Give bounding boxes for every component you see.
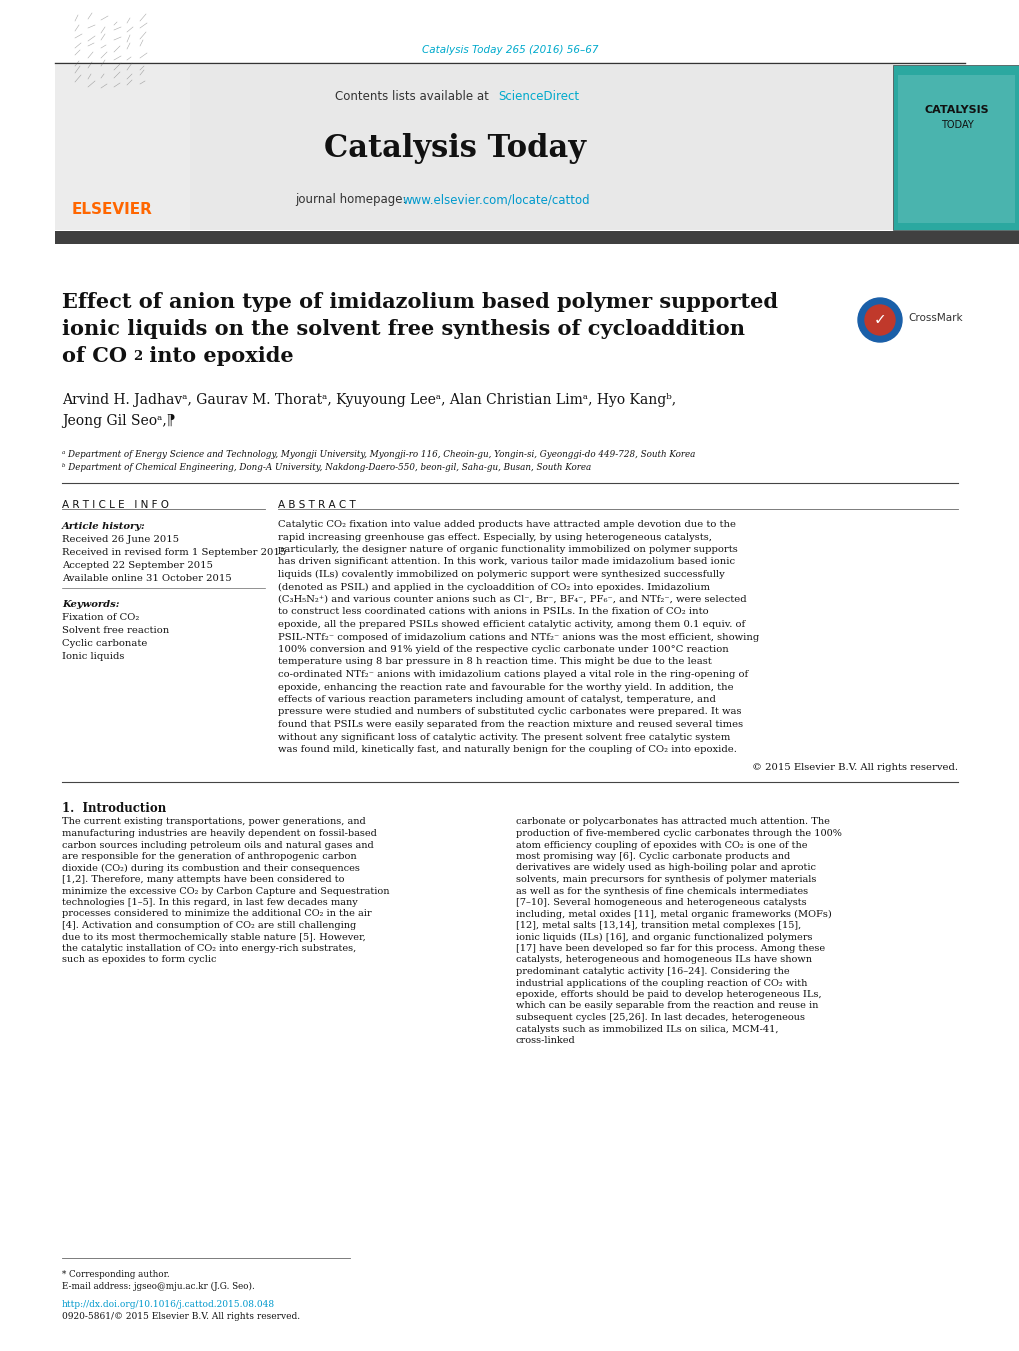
Text: Jeong Gil Seoᵃ,⁋: Jeong Gil Seoᵃ,⁋ — [62, 413, 175, 428]
Text: catalysts, heterogeneous and homogeneous ILs have shown: catalysts, heterogeneous and homogeneous… — [516, 955, 811, 965]
Text: ionic liquids (ILs) [16], and organic functionalized polymers: ionic liquids (ILs) [16], and organic fu… — [516, 932, 812, 942]
Text: into epoxide: into epoxide — [142, 346, 293, 366]
Text: are responsible for the generation of anthropogenic carbon: are responsible for the generation of an… — [62, 852, 357, 861]
Bar — [897, 76, 1014, 223]
Text: subsequent cycles [25,26]. In last decades, heterogeneous: subsequent cycles [25,26]. In last decad… — [516, 1013, 804, 1021]
Text: rapid increasing greenhouse gas effect. Especially, by using heterogeneous catal: rapid increasing greenhouse gas effect. … — [278, 532, 711, 542]
Text: * Corresponding author.: * Corresponding author. — [62, 1270, 169, 1279]
Text: ionic liquids on the solvent free synthesis of cycloaddition: ionic liquids on the solvent free synthe… — [62, 319, 744, 339]
Text: epoxide, efforts should be paid to develop heterogeneous ILs,: epoxide, efforts should be paid to devel… — [516, 990, 821, 998]
Text: due to its most thermochemically stable nature [5]. However,: due to its most thermochemically stable … — [62, 932, 366, 942]
Text: pressure were studied and numbers of substituted cyclic carbonates were prepared: pressure were studied and numbers of sub… — [278, 708, 741, 716]
Text: as well as for the synthesis of fine chemicals intermediates: as well as for the synthesis of fine che… — [516, 886, 807, 896]
Text: [4]. Activation and consumption of CO₂ are still challenging: [4]. Activation and consumption of CO₂ a… — [62, 921, 356, 929]
Text: The current existing transportations, power generations, and: The current existing transportations, po… — [62, 817, 366, 827]
Text: ELSEVIER: ELSEVIER — [72, 203, 153, 218]
Text: ᵇ Department of Chemical Engineering, Dong-A University, Nakdong-Daero-550, beon: ᵇ Department of Chemical Engineering, Do… — [62, 463, 591, 471]
Text: ScienceDirect: ScienceDirect — [497, 91, 579, 104]
Text: (C₃H₅N₂⁺) and various counter anions such as Cl⁻, Br⁻, BF₄⁻, PF₆⁻, and NTf₂⁻, we: (C₃H₅N₂⁺) and various counter anions suc… — [278, 594, 746, 604]
Text: 100% conversion and 91% yield of the respective cyclic carbonate under 100°C rea: 100% conversion and 91% yield of the res… — [278, 644, 728, 654]
Text: production of five-membered cyclic carbonates through the 100%: production of five-membered cyclic carbo… — [516, 830, 841, 838]
Text: Catalytic CO₂ fixation into value added products have attracted ample devotion d: Catalytic CO₂ fixation into value added … — [278, 520, 736, 530]
Text: liquids (ILs) covalently immobilized on polymeric support were synthesized succe: liquids (ILs) covalently immobilized on … — [278, 570, 725, 580]
Text: Received 26 June 2015: Received 26 June 2015 — [62, 535, 179, 544]
Circle shape — [857, 299, 901, 342]
Bar — [55, 65, 909, 230]
Text: Article history:: Article history: — [62, 521, 146, 531]
Text: catalysts such as immobilized ILs on silica, MCM-41,: catalysts such as immobilized ILs on sil… — [516, 1024, 777, 1034]
Text: [17] have been developed so far for this process. Among these: [17] have been developed so far for this… — [516, 944, 824, 952]
Text: epoxide, all the prepared PSILs showed efficient catalytic activity, among them : epoxide, all the prepared PSILs showed e… — [278, 620, 745, 630]
Text: manufacturing industries are heavily dependent on fossil-based: manufacturing industries are heavily dep… — [62, 830, 376, 838]
Text: has driven significant attention. In this work, various tailor made imidazolium : has driven significant attention. In thi… — [278, 558, 735, 566]
Text: cross-linked: cross-linked — [516, 1036, 575, 1046]
Bar — [892, 65, 1019, 230]
Text: Solvent free reaction: Solvent free reaction — [62, 626, 169, 635]
Circle shape — [864, 305, 894, 335]
Text: Catalysis Today: Catalysis Today — [324, 132, 586, 163]
Text: Cyclic carbonate: Cyclic carbonate — [62, 639, 147, 648]
Text: 2: 2 — [132, 350, 142, 363]
Text: A R T I C L E   I N F O: A R T I C L E I N F O — [62, 500, 169, 509]
Text: [12], metal salts [13,14], transition metal complexes [15],: [12], metal salts [13,14], transition me… — [516, 921, 801, 929]
Text: atom efficiency coupling of epoxides with CO₂ is one of the: atom efficiency coupling of epoxides wit… — [516, 840, 807, 850]
Text: to construct less coordinated cations with anions in PSILs. In the fixation of C: to construct less coordinated cations wi… — [278, 608, 708, 616]
Text: derivatives are widely used as high-boiling polar and aprotic: derivatives are widely used as high-boil… — [516, 863, 815, 873]
Text: PSIL-NTf₂⁻ composed of imidazolium cations and NTf₂⁻ anions was the most efficie: PSIL-NTf₂⁻ composed of imidazolium catio… — [278, 632, 758, 642]
Text: TODAY: TODAY — [940, 120, 972, 130]
Text: solvents, main precursors for synthesis of polymer materials: solvents, main precursors for synthesis … — [516, 875, 815, 884]
Text: most promising way [6]. Cyclic carbonate products and: most promising way [6]. Cyclic carbonate… — [516, 852, 790, 861]
Bar — [55, 65, 190, 230]
Text: carbon sources including petroleum oils and natural gases and: carbon sources including petroleum oils … — [62, 840, 373, 850]
Text: Accepted 22 September 2015: Accepted 22 September 2015 — [62, 561, 213, 570]
Text: Keywords:: Keywords: — [62, 600, 119, 609]
Text: CrossMark: CrossMark — [907, 313, 962, 323]
Text: Ionic liquids: Ionic liquids — [62, 653, 124, 661]
Text: Catalysis Today 265 (2016) 56–67: Catalysis Today 265 (2016) 56–67 — [421, 45, 598, 55]
Text: dioxide (CO₂) during its combustion and their consequences: dioxide (CO₂) during its combustion and … — [62, 863, 360, 873]
Text: minimize the excessive CO₂ by Carbon Capture and Sequestration: minimize the excessive CO₂ by Carbon Cap… — [62, 886, 389, 896]
Text: including, metal oxides [11], metal organic frameworks (MOFs): including, metal oxides [11], metal orga… — [516, 909, 830, 919]
Bar — [55, 231, 1019, 245]
Text: Effect of anion type of imidazolium based polymer supported: Effect of anion type of imidazolium base… — [62, 292, 777, 312]
Text: ᵃ Department of Energy Science and Technology, Myongji University, Myongji-ro 11: ᵃ Department of Energy Science and Techn… — [62, 450, 695, 459]
Text: www.elsevier.com/locate/cattod: www.elsevier.com/locate/cattod — [403, 193, 590, 207]
Text: 1.  Introduction: 1. Introduction — [62, 801, 166, 815]
Text: 0920-5861/© 2015 Elsevier B.V. All rights reserved.: 0920-5861/© 2015 Elsevier B.V. All right… — [62, 1312, 300, 1321]
Text: journal homepage:: journal homepage: — [294, 193, 410, 207]
Text: which can be easily separable from the reaction and reuse in: which can be easily separable from the r… — [516, 1001, 817, 1011]
Text: of CO: of CO — [62, 346, 127, 366]
Text: CATALYSIS: CATALYSIS — [924, 105, 988, 115]
Text: [7–10]. Several homogeneous and heterogeneous catalysts: [7–10]. Several homogeneous and heteroge… — [516, 898, 806, 907]
Text: predominant catalytic activity [16–24]. Considering the: predominant catalytic activity [16–24]. … — [516, 967, 789, 975]
Text: Contents lists available at: Contents lists available at — [334, 91, 492, 104]
Text: temperature using 8 bar pressure in 8 h reaction time. This might be due to the : temperature using 8 bar pressure in 8 h … — [278, 658, 711, 666]
Text: particularly, the designer nature of organic functionality immobilized on polyme: particularly, the designer nature of org… — [278, 544, 737, 554]
Text: E-mail address: jgseo@mju.ac.kr (J.G. Seo).: E-mail address: jgseo@mju.ac.kr (J.G. Se… — [62, 1282, 255, 1292]
Text: the catalytic installation of CO₂ into energy-rich substrates,: the catalytic installation of CO₂ into e… — [62, 944, 356, 952]
Text: processes considered to minimize the additional CO₂ in the air: processes considered to minimize the add… — [62, 909, 371, 919]
Text: carbonate or polycarbonates has attracted much attention. The: carbonate or polycarbonates has attracte… — [516, 817, 829, 827]
Text: such as epoxides to form cyclic: such as epoxides to form cyclic — [62, 955, 216, 965]
Text: epoxide, enhancing the reaction rate and favourable for the worthy yield. In add: epoxide, enhancing the reaction rate and… — [278, 682, 733, 692]
Text: effects of various reaction parameters including amount of catalyst, temperature: effects of various reaction parameters i… — [278, 694, 715, 704]
Text: Available online 31 October 2015: Available online 31 October 2015 — [62, 574, 231, 584]
Text: ✓: ✓ — [872, 312, 886, 327]
Text: co-ordinated NTf₂⁻ anions with imidazolium cations played a vital role in the ri: co-ordinated NTf₂⁻ anions with imidazoli… — [278, 670, 748, 680]
Text: technologies [1–5]. In this regard, in last few decades many: technologies [1–5]. In this regard, in l… — [62, 898, 358, 907]
Text: found that PSILs were easily separated from the reaction mixture and reused seve: found that PSILs were easily separated f… — [278, 720, 743, 730]
Text: was found mild, kinetically fast, and naturally benign for the coupling of CO₂ i: was found mild, kinetically fast, and na… — [278, 744, 736, 754]
Text: Received in revised form 1 September 2015: Received in revised form 1 September 201… — [62, 549, 286, 557]
Text: © 2015 Elsevier B.V. All rights reserved.: © 2015 Elsevier B.V. All rights reserved… — [751, 763, 957, 773]
Text: without any significant loss of catalytic activity. The present solvent free cat: without any significant loss of catalyti… — [278, 732, 730, 742]
Text: (denoted as PSIL) and applied in the cycloaddition of CO₂ into epoxides. Imidazo: (denoted as PSIL) and applied in the cyc… — [278, 582, 709, 592]
Text: A B S T R A C T: A B S T R A C T — [278, 500, 356, 509]
Text: Fixation of CO₂: Fixation of CO₂ — [62, 613, 140, 621]
Text: Arvind H. Jadhavᵃ, Gaurav M. Thoratᵃ, Kyuyoung Leeᵃ, Alan Christian Limᵃ, Hyo Ka: Arvind H. Jadhavᵃ, Gaurav M. Thoratᵃ, Ky… — [62, 393, 676, 407]
Text: [1,2]. Therefore, many attempts have been considered to: [1,2]. Therefore, many attempts have bee… — [62, 875, 344, 884]
Text: industrial applications of the coupling reaction of CO₂ with: industrial applications of the coupling … — [516, 978, 807, 988]
Text: http://dx.doi.org/10.1016/j.cattod.2015.08.048: http://dx.doi.org/10.1016/j.cattod.2015.… — [62, 1300, 275, 1309]
